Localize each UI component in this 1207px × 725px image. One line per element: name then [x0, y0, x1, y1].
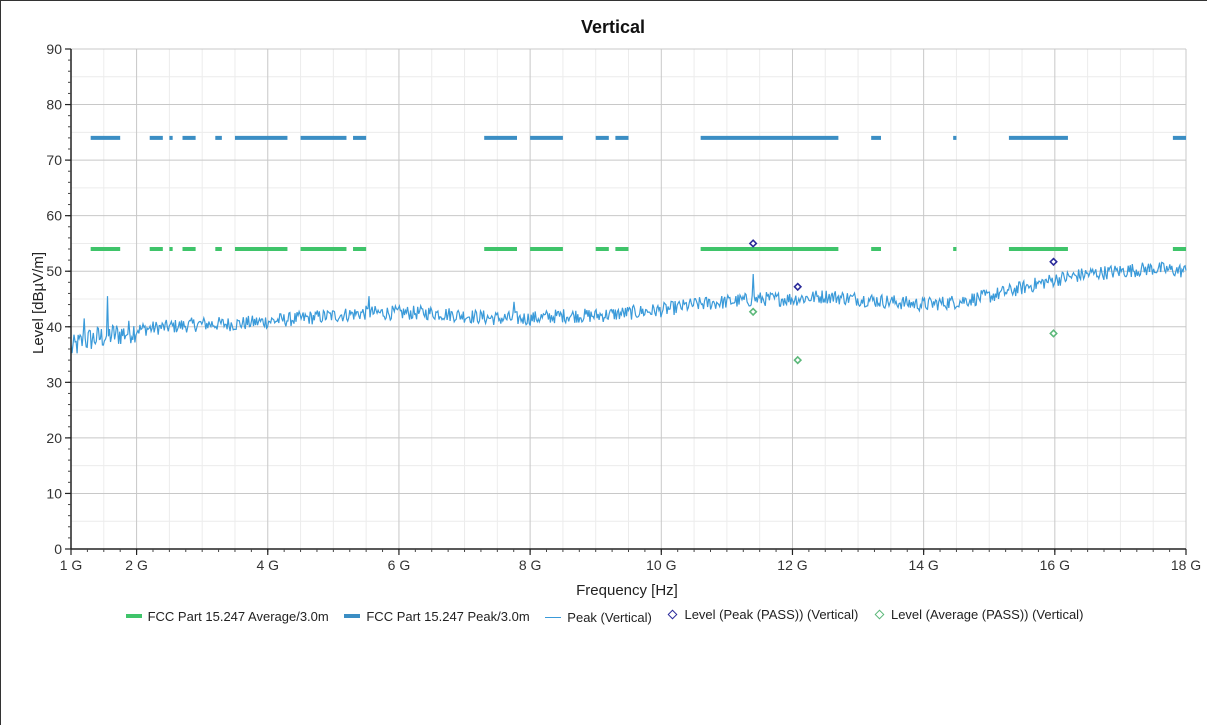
- marker-layer: [748, 239, 1058, 365]
- y-tick-label: 70: [46, 152, 62, 168]
- legend-label: FCC Part 15.247 Average/3.0m: [147, 608, 329, 624]
- peak-trace-line: [70, 261, 1187, 354]
- x-tick-label: 16 G: [1040, 557, 1070, 573]
- marker-point: [1049, 257, 1058, 267]
- diamond-icon: [874, 609, 885, 620]
- y-tick-label: 60: [46, 208, 62, 224]
- legend-item-average-markers: Level (Average (PASS)) (Vertical): [874, 607, 1083, 622]
- x-tick-label: 2 G: [125, 557, 148, 573]
- y-tick-label: 0: [54, 541, 62, 557]
- y-tick-label: 80: [46, 97, 62, 113]
- limit-lines: [90, 135, 1186, 251]
- y-axis-label: Level [dBµV/m]: [30, 252, 47, 354]
- legend-item-peak-trace: Peak (Vertical): [545, 610, 652, 625]
- legend-label: Level (Average (PASS)) (Vertical): [890, 607, 1084, 622]
- chart: 0 10 20 30 40 50 60 70 80 90 1 G 2 G 4 G 6 G 8 G 10 G 12…: [30, 17, 1201, 599]
- x-tick-label: 14 G: [908, 557, 938, 573]
- legend: FCC Part 15.247 Average/3.0m FCC Part 15…: [1, 606, 1207, 625]
- diamond-icon: [668, 609, 678, 620]
- legend-item-peak-limit: FCC Part 15.247 Peak/3.0m: [344, 608, 530, 624]
- chart-title: Vertical: [581, 17, 645, 37]
- x-tick-label: 18 G: [1171, 557, 1201, 573]
- legend-swatch: [545, 616, 562, 618]
- x-tick-label: 10 G: [646, 557, 676, 573]
- marker-point: [748, 307, 758, 317]
- x-axis-label: Frequency [Hz]: [576, 582, 678, 599]
- marker-point: [748, 239, 758, 248]
- axes: 0 10 20 30 40 50 60 70 80 90 1 G 2 G 4 G 6 G 8 G 10 G 12…: [46, 41, 1201, 573]
- trace-layer: [70, 261, 1187, 354]
- marker-point: [1049, 329, 1058, 338]
- legend-item-average-limit: FCC Part 15.247 Average/3.0m: [125, 608, 329, 624]
- marker-point: [793, 282, 803, 292]
- x-tick-label: 12 G: [777, 557, 807, 573]
- legend-item-peak-markers: Level (Peak (PASS)) (Vertical): [667, 607, 858, 622]
- y-tick-label: 40: [46, 319, 62, 335]
- legend-swatch: [125, 614, 142, 618]
- legend-label: FCC Part 15.247 Peak/3.0m: [366, 608, 530, 624]
- y-tick-label: 50: [46, 263, 62, 279]
- grid: [70, 48, 1187, 550]
- x-tick-label: 1 G: [60, 557, 83, 573]
- y-tick-label: 90: [46, 41, 62, 57]
- x-tick-label: 8 G: [519, 557, 542, 573]
- legend-label: Peak (Vertical): [567, 609, 652, 625]
- y-tick-label: 20: [46, 430, 62, 446]
- y-tick-label: 30: [46, 374, 62, 390]
- y-tick-label: 10: [46, 485, 62, 501]
- legend-label: Level (Peak (PASS)) (Vertical): [684, 607, 859, 622]
- legend-swatch: [344, 614, 361, 618]
- x-tick-label: 4 G: [256, 557, 279, 573]
- marker-point: [793, 355, 803, 365]
- x-tick-label: 6 G: [388, 557, 411, 573]
